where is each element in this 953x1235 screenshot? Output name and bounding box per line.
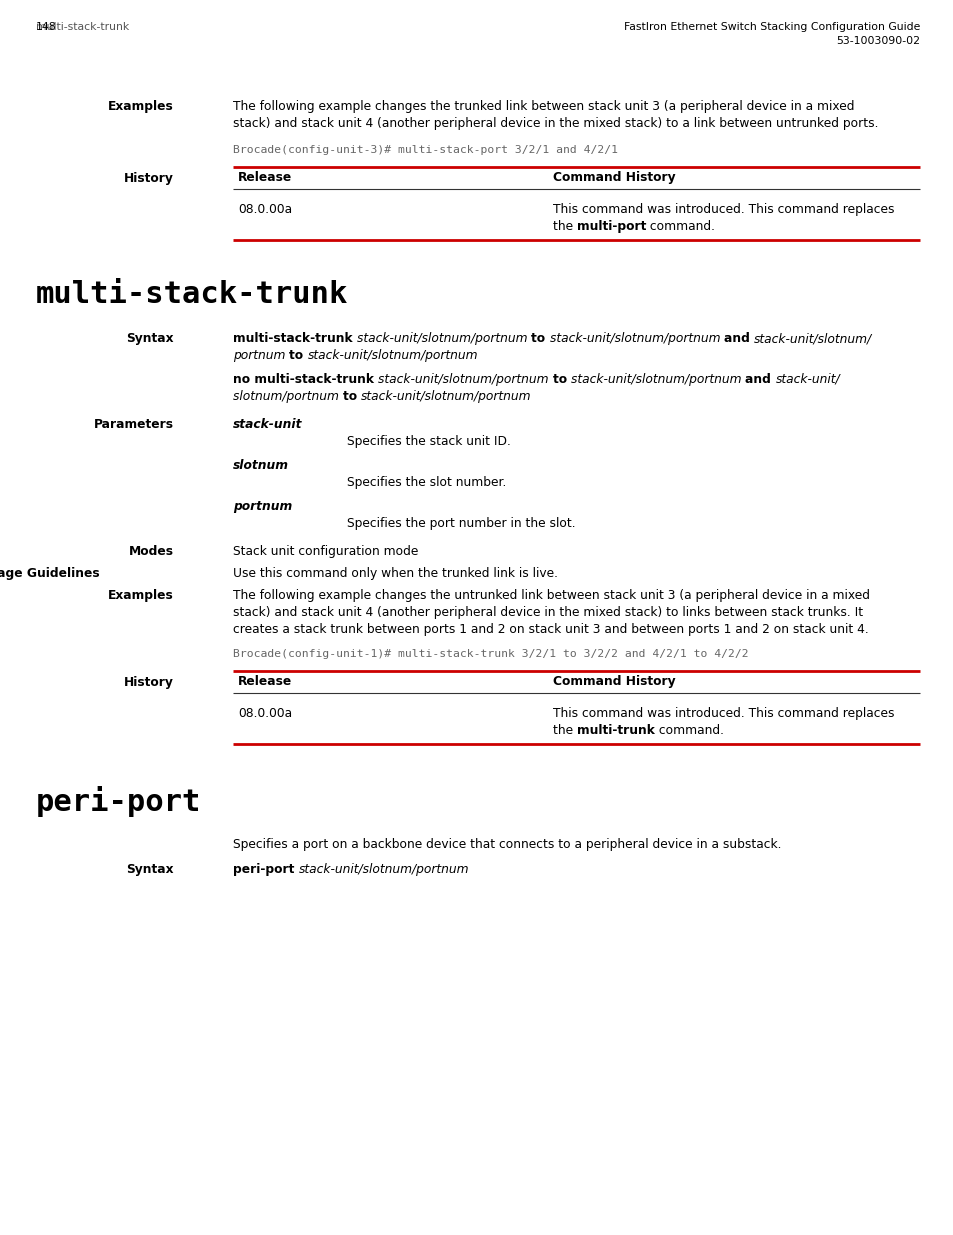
Text: Syntax: Syntax xyxy=(127,863,173,876)
Text: slotnum: slotnum xyxy=(233,459,289,472)
Text: to: to xyxy=(342,390,361,403)
Text: stack-unit/slotnum/portnum: stack-unit/slotnum/portnum xyxy=(356,332,531,345)
Text: creates a stack trunk between ports 1 and 2 on stack unit 3 and between ports 1 : creates a stack trunk between ports 1 an… xyxy=(233,622,868,636)
Text: Stack unit configuration mode: Stack unit configuration mode xyxy=(233,545,418,558)
Text: Specifies the port number in the slot.: Specifies the port number in the slot. xyxy=(347,517,575,530)
Text: Release: Release xyxy=(237,676,292,688)
Text: Syntax: Syntax xyxy=(127,332,173,345)
Text: multi-port: multi-port xyxy=(577,220,646,233)
Text: and: and xyxy=(744,373,775,387)
Text: Release: Release xyxy=(237,170,292,184)
Text: History: History xyxy=(124,676,173,689)
Text: stack) and stack unit 4 (another peripheral device in the mixed stack) to a link: stack) and stack unit 4 (another periphe… xyxy=(233,117,878,130)
Text: to: to xyxy=(289,350,307,362)
Text: peri-port: peri-port xyxy=(233,863,298,876)
Text: portnum: portnum xyxy=(233,350,289,362)
Text: Usage Guidelines: Usage Guidelines xyxy=(0,567,100,580)
Text: The following example changes the untrunked link between stack unit 3 (a periphe: The following example changes the untrun… xyxy=(233,589,869,601)
Text: Brocade(config-unit-1)# multi-stack-trunk 3/2/1 to 3/2/2 and 4/2/1 to 4/2/2: Brocade(config-unit-1)# multi-stack-trun… xyxy=(233,650,748,659)
Text: command.: command. xyxy=(646,220,715,233)
Text: Specifies the stack unit ID.: Specifies the stack unit ID. xyxy=(347,435,511,448)
Text: multi-stack-trunk: multi-stack-trunk xyxy=(233,332,356,345)
Text: stack-unit/slotnum/portnum: stack-unit/slotnum/portnum xyxy=(361,390,531,403)
Text: to: to xyxy=(552,373,571,387)
Text: stack-unit/: stack-unit/ xyxy=(775,373,840,387)
Text: peri-port: peri-port xyxy=(36,785,201,818)
Text: command.: command. xyxy=(654,724,723,737)
Text: stack-unit/slotnum/portnum: stack-unit/slotnum/portnum xyxy=(307,350,477,362)
Text: Specifies the slot number.: Specifies the slot number. xyxy=(347,475,506,489)
Text: multi-stack-trunk: multi-stack-trunk xyxy=(36,22,129,32)
Text: Examples: Examples xyxy=(108,589,173,601)
Text: Parameters: Parameters xyxy=(94,417,173,431)
Text: stack-unit/slotnum/portnum: stack-unit/slotnum/portnum xyxy=(549,332,723,345)
Text: This command was introduced. This command replaces: This command was introduced. This comman… xyxy=(553,706,894,720)
Text: This command was introduced. This command replaces: This command was introduced. This comman… xyxy=(553,203,894,216)
Text: and: and xyxy=(723,332,753,345)
Text: History: History xyxy=(124,172,173,185)
Text: stack-unit: stack-unit xyxy=(233,417,302,431)
Text: stack) and stack unit 4 (another peripheral device in the mixed stack) to links : stack) and stack unit 4 (another periphe… xyxy=(233,606,862,619)
Text: stack-unit/slotnum/portnum: stack-unit/slotnum/portnum xyxy=(298,863,469,876)
Text: 08.0.00a: 08.0.00a xyxy=(237,203,292,216)
Text: Specifies a port on a backbone device that connects to a peripheral device in a : Specifies a port on a backbone device th… xyxy=(233,839,781,851)
Text: 53-1003090-02: 53-1003090-02 xyxy=(835,36,919,46)
Text: multi-stack-trunk: multi-stack-trunk xyxy=(36,280,348,309)
Text: to: to xyxy=(531,332,549,345)
Text: Examples: Examples xyxy=(108,100,173,112)
Text: Brocade(config-unit-3)# multi-stack-port 3/2/1 and 4/2/1: Brocade(config-unit-3)# multi-stack-port… xyxy=(233,144,618,156)
Text: Modes: Modes xyxy=(129,545,173,558)
Text: stack-unit/slotnum/portnum: stack-unit/slotnum/portnum xyxy=(571,373,744,387)
Text: Command History: Command History xyxy=(553,676,675,688)
Text: the: the xyxy=(553,220,577,233)
Text: Use this command only when the trunked link is live.: Use this command only when the trunked l… xyxy=(233,567,558,580)
Text: stack-unit/slotnum/: stack-unit/slotnum/ xyxy=(753,332,871,345)
Text: portnum: portnum xyxy=(233,500,292,513)
Text: multi-trunk: multi-trunk xyxy=(577,724,654,737)
Text: 08.0.00a: 08.0.00a xyxy=(237,706,292,720)
Text: 148: 148 xyxy=(36,22,56,32)
Text: slotnum/portnum: slotnum/portnum xyxy=(233,390,342,403)
Text: the: the xyxy=(553,724,577,737)
Text: The following example changes the trunked link between stack unit 3 (a periphera: The following example changes the trunke… xyxy=(233,100,854,112)
Text: FastIron Ethernet Switch Stacking Configuration Guide: FastIron Ethernet Switch Stacking Config… xyxy=(623,22,919,32)
Text: Command History: Command History xyxy=(553,170,675,184)
Text: no multi-stack-trunk: no multi-stack-trunk xyxy=(233,373,377,387)
Text: stack-unit/slotnum/portnum: stack-unit/slotnum/portnum xyxy=(377,373,552,387)
